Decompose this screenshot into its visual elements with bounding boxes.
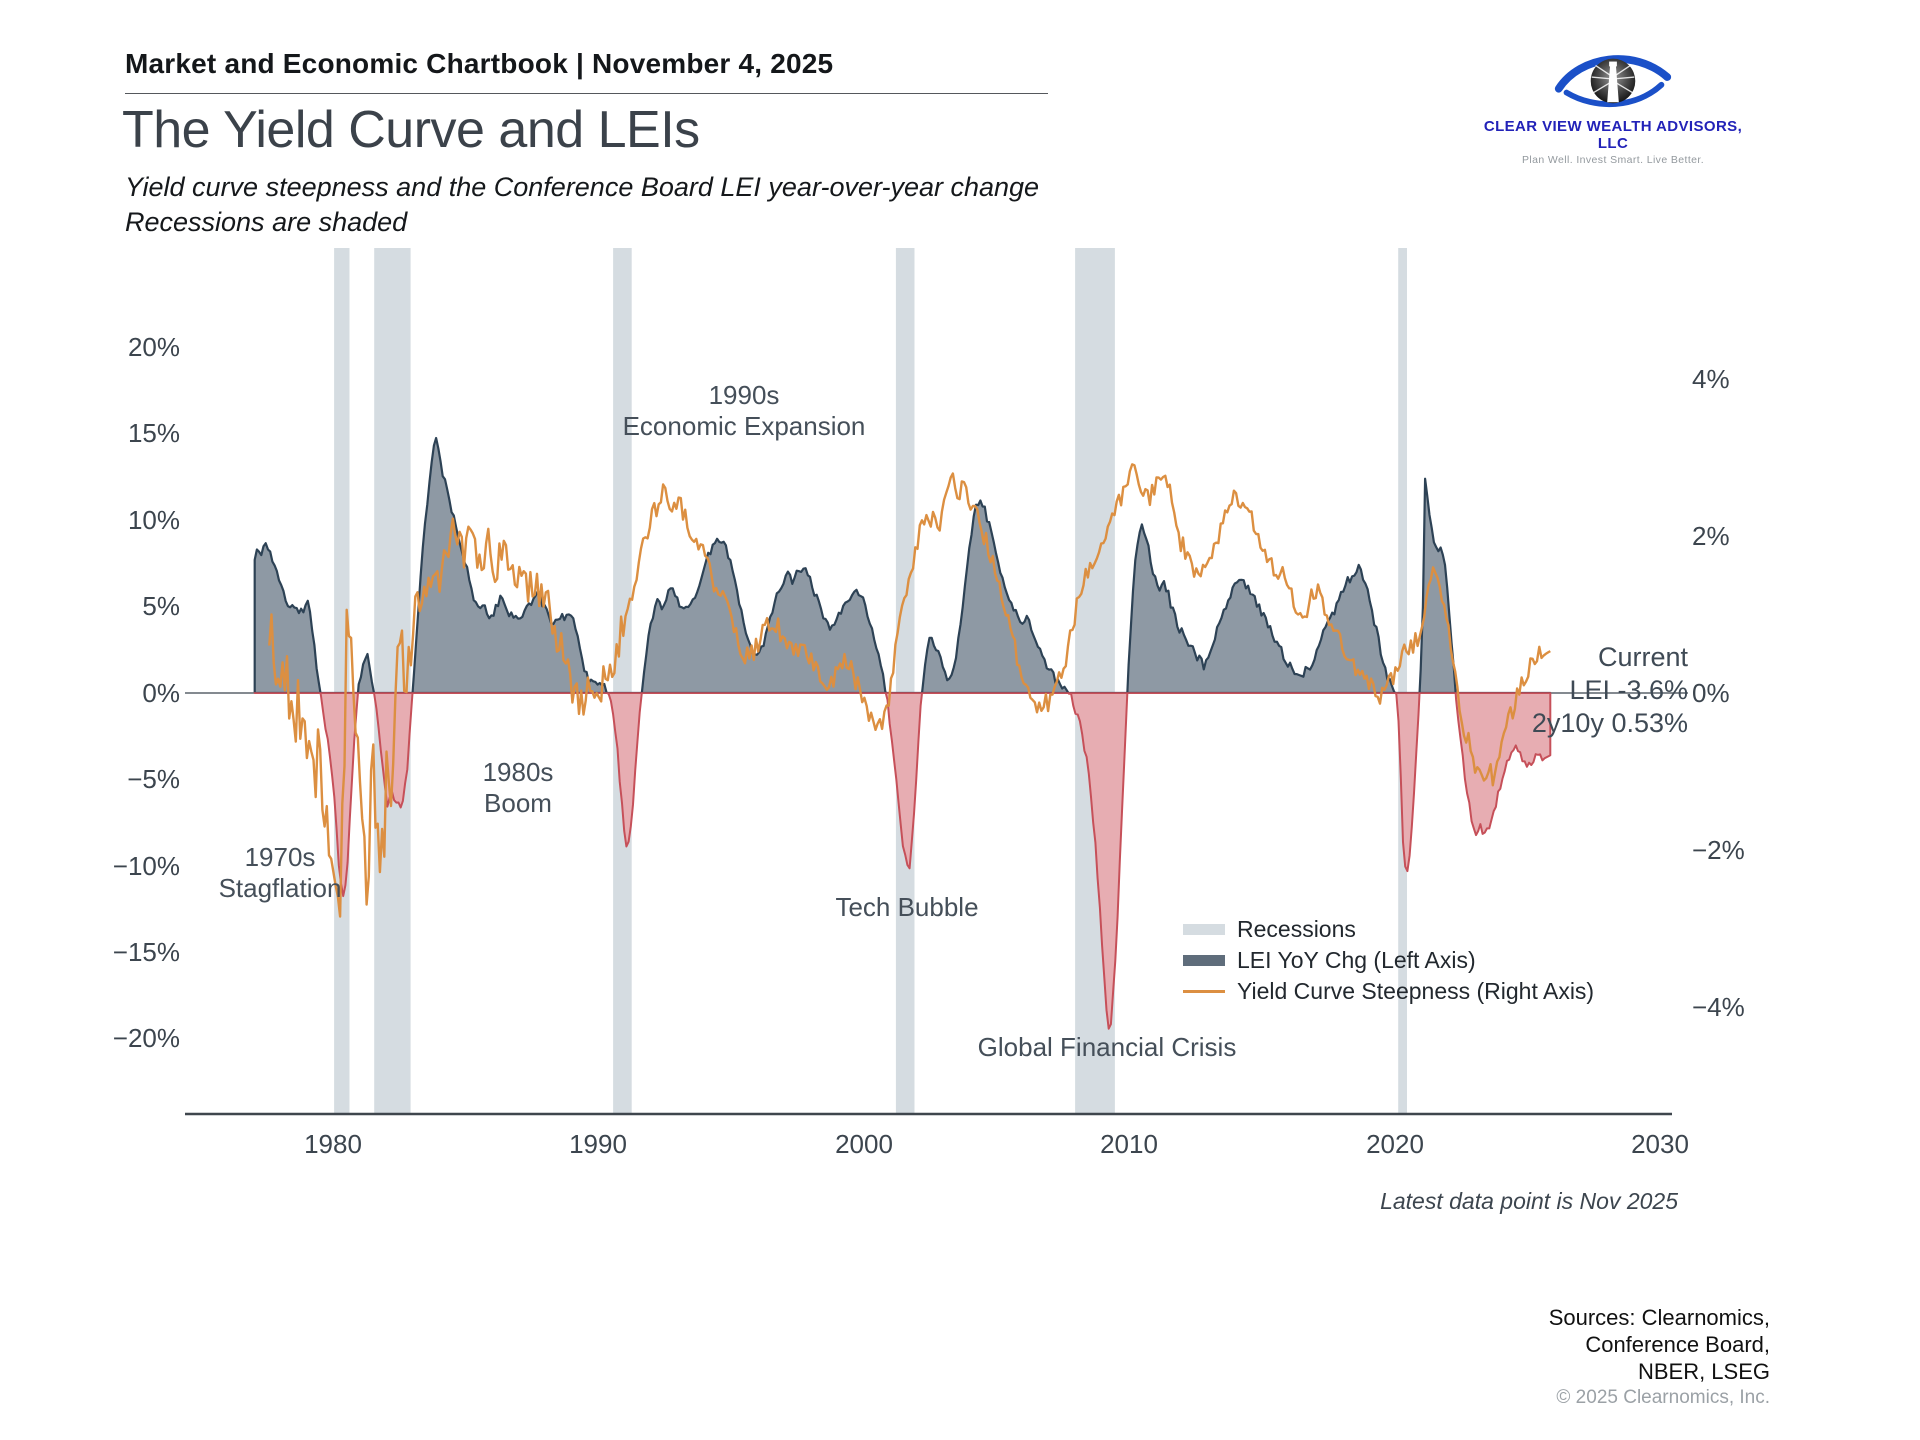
yield-swatch-icon — [1183, 990, 1225, 993]
x-tick: 2000 — [835, 1129, 893, 1159]
sources-note: Sources: Clearnomics, Conference Board, … — [1548, 1305, 1770, 1384]
left-tick: 5% — [142, 591, 180, 621]
annotation-tech-bubble: Tech Bubble — [835, 892, 979, 922]
company-logo: CLEAR VIEW WEALTH ADVISORS, LLC Plan Wel… — [1468, 48, 1758, 166]
annotation-gfc: Global Financial Crisis — [977, 1032, 1237, 1062]
right-tick: 2% — [1692, 521, 1730, 551]
left-tick: 20% — [127, 332, 180, 362]
legend-item-lei: LEI YoY Chg (Left Axis) — [1183, 945, 1594, 976]
logo-tagline: Plan Well. Invest Smart. Live Better. — [1521, 154, 1705, 166]
right-tick: 0% — [1692, 678, 1730, 708]
annotation-1990s-expansion: 1990s Economic Expansion — [622, 380, 866, 441]
chart-subtitle: Yield curve steepness and the Conference… — [125, 170, 1039, 240]
eye-lighthouse-icon — [1554, 55, 1672, 108]
annotation-1980s-boom: 1980s Boom — [482, 757, 554, 818]
copyright-note: © 2025 Clearnomics, Inc. — [1556, 1387, 1770, 1408]
x-tick: 2010 — [1100, 1129, 1158, 1159]
recession-bands — [334, 248, 1407, 1114]
latest-data-note: Latest data point is Nov 2025 — [1380, 1188, 1678, 1214]
yield-curve-series — [268, 463, 1551, 918]
x-tick: 2030 — [1631, 1129, 1689, 1159]
annotation-1970s-stagflation: 1970s Stagflation — [218, 842, 342, 903]
chart-legend: Recessions LEI YoY Chg (Left Axis) Yield… — [1183, 914, 1594, 1007]
right-tick: −2% — [1692, 835, 1745, 865]
legend-item-recessions: Recessions — [1183, 914, 1594, 945]
left-tick: −5% — [127, 764, 180, 794]
header-divider — [125, 93, 1048, 94]
recession-swatch-icon — [1183, 924, 1225, 935]
lei-swatch-icon — [1183, 955, 1225, 966]
subtitle-line2: Recessions are shaded — [125, 207, 408, 237]
legend-item-yield: Yield Curve Steepness (Right Axis) — [1183, 976, 1594, 1007]
annotation-current-values: Current LEI -3.6% 2y10y 0.53% — [1531, 642, 1688, 738]
right-tick: −4% — [1692, 992, 1745, 1022]
left-tick: −20% — [112, 1023, 180, 1053]
left-tick: 0% — [142, 678, 180, 708]
right-tick: 4% — [1692, 364, 1730, 394]
x-tick: 1990 — [569, 1129, 627, 1159]
report-kicker: Market and Economic Chartbook | November… — [125, 48, 834, 79]
left-tick: −10% — [112, 851, 180, 881]
left-tick: −15% — [112, 937, 180, 967]
left-tick: 10% — [127, 505, 180, 535]
x-tick: 1980 — [304, 1129, 362, 1159]
x-tick: 2020 — [1366, 1129, 1424, 1159]
logo-company-name: CLEAR VIEW WEALTH ADVISORS, LLC — [1483, 118, 1743, 152]
page-title: The Yield Curve and LEIs — [122, 101, 700, 159]
left-tick: 15% — [127, 418, 180, 448]
subtitle-line1: Yield curve steepness and the Conference… — [125, 172, 1040, 202]
